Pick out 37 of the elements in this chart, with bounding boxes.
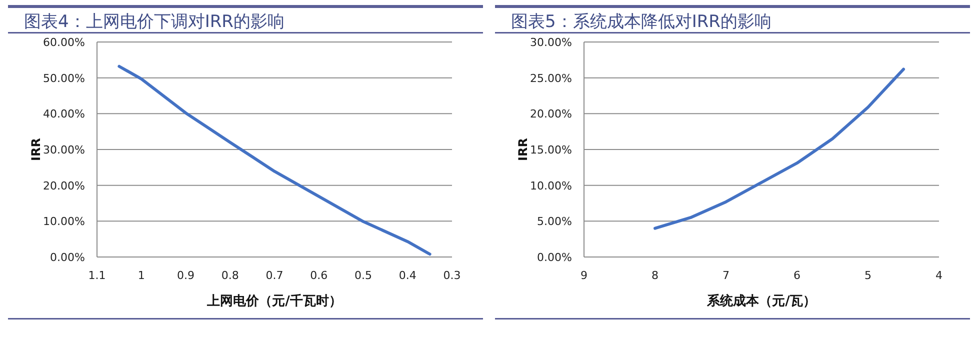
y-tick-label: 60.00% [43, 36, 85, 49]
x-tick-label: 7 [722, 269, 730, 282]
x-tick-label: 1 [138, 269, 145, 282]
x-tick-label: 0.7 [266, 269, 284, 282]
y-tick-label: 50.00% [43, 72, 85, 85]
x-axis-title: 系统成本（元/瓦） [706, 293, 816, 309]
y-tick-label: 0.00% [50, 251, 85, 264]
x-tick-label: 0.5 [354, 269, 372, 282]
y-axis-title: IRR [29, 138, 43, 161]
y-tick-label: 20.00% [43, 179, 85, 192]
x-tick-label: 8 [652, 269, 658, 282]
x-tick-label: 0.6 [310, 269, 328, 282]
line-series [654, 68, 905, 230]
y-tick-label: 10.00% [43, 215, 85, 228]
y-tick-label: 10.00% [530, 179, 572, 192]
y-tick-label: 15.00% [530, 144, 572, 156]
y-tick-label: 20.00% [530, 108, 572, 121]
x-tick-label: 9 [580, 269, 588, 282]
x-tick-label: 0.9 [177, 269, 194, 282]
y-tick-label: 40.00% [43, 108, 85, 121]
x-tick-label: 4 [936, 269, 942, 282]
y-tick-label: 0.00% [537, 251, 572, 264]
y-tick-label: 25.00% [530, 72, 572, 85]
x-tick-label: 1.1 [88, 269, 106, 282]
y-tick-label: 30.00% [530, 36, 572, 49]
x-axis-title: 上网电价（元/千瓦时） [206, 293, 342, 309]
y-tick-label: 5.00% [537, 215, 572, 228]
x-tick-label: 5 [864, 269, 872, 282]
y-tick-label: 30.00% [43, 144, 85, 156]
x-tick-label: 6 [794, 269, 800, 282]
x-tick-label: 0.8 [221, 269, 239, 282]
chart-title: 图表5：系统成本降低对IRR的影响 [511, 12, 772, 32]
chart-title: 图表4：上网电价下调对IRR的影响 [24, 12, 284, 32]
y-axis-title: IRR [516, 138, 530, 161]
line-series [118, 64, 432, 256]
x-tick-label: 0.4 [398, 269, 416, 282]
x-tick-label: 0.3 [443, 269, 461, 282]
